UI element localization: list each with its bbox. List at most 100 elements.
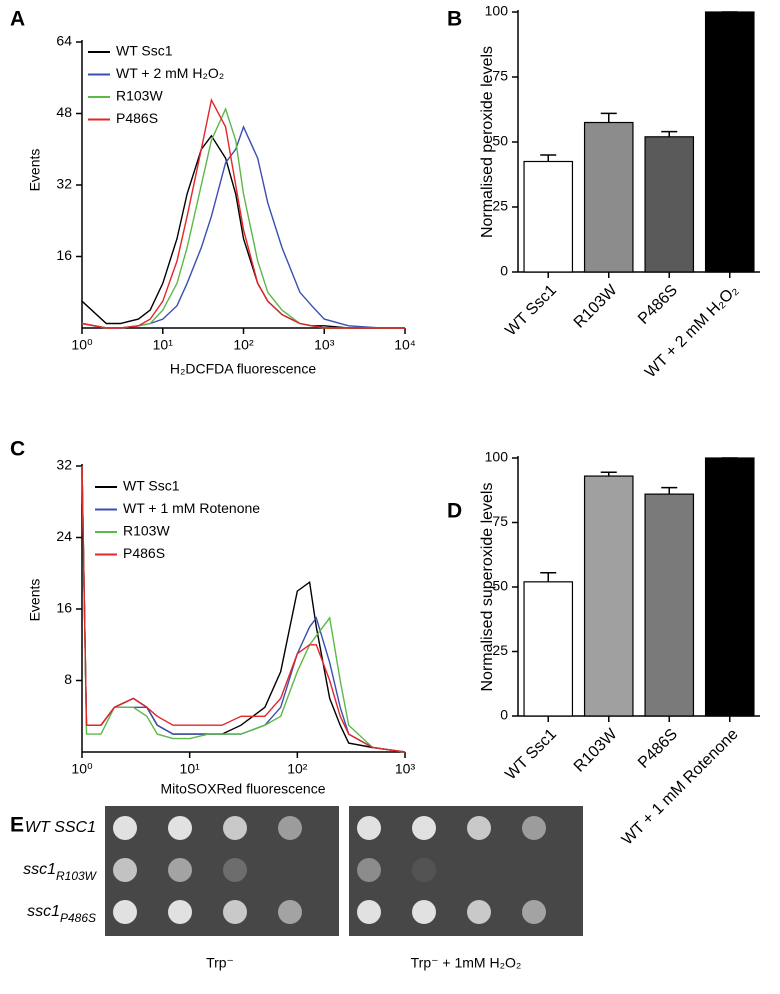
plate-label: Trp⁻: [206, 955, 234, 971]
legend-label: P486S: [123, 545, 165, 561]
yeast-spot: [357, 858, 381, 882]
x-axis-label: H₂DCFDA fluorescence: [170, 361, 316, 377]
y-tick-label: 32: [56, 457, 72, 473]
row-label: WT SSC1: [25, 819, 96, 836]
panel-letter: E: [10, 814, 24, 837]
yeast-spot: [357, 900, 381, 924]
y-axis-label: Events: [27, 579, 43, 622]
x-tick-label: 10³: [314, 337, 335, 353]
yeast-spot: [223, 816, 247, 840]
x-tick-label: P486S: [635, 282, 681, 328]
y-tick-label: 25: [492, 642, 508, 658]
y-tick-label: 16: [56, 600, 72, 616]
legend-label: WT Ssc1: [116, 43, 173, 59]
bar: [704, 457, 755, 717]
x-tick-label: 10⁰: [71, 761, 93, 777]
bar: [704, 11, 755, 273]
yeast-spot: [168, 900, 192, 924]
yeast-spot: [168, 816, 192, 840]
row-label-name: WT SSC1: [25, 819, 96, 836]
yeast-spot: [467, 816, 491, 840]
row-label-sub: R103W: [56, 869, 98, 883]
y-tick-label: 48: [56, 104, 72, 120]
yeast-spot: [223, 858, 247, 882]
x-axis-label: MitoSOXRed fluorescence: [161, 781, 326, 797]
series-line: [81, 98, 405, 329]
bar: [523, 160, 574, 273]
y-axis-label: Events: [27, 149, 43, 192]
legend-label: R103W: [123, 523, 170, 539]
y-tick-label: 50: [492, 133, 508, 149]
y-tick-label: 64: [56, 33, 72, 49]
yeast-spot: [467, 900, 491, 924]
bar: [644, 136, 695, 273]
y-tick-label: 100: [485, 449, 509, 465]
yeast-spot: [357, 816, 381, 840]
x-tick-label: WT Ssc1: [502, 726, 560, 784]
row-label: ssc1P486S: [27, 903, 96, 925]
row-label: ssc1R103W: [23, 861, 98, 883]
yeast-spot: [412, 816, 436, 840]
y-tick-label: 16: [56, 247, 72, 263]
legend-label: R103W: [116, 88, 163, 104]
series-line: [81, 465, 406, 753]
y-tick-label: 100: [485, 3, 509, 19]
bar: [583, 121, 634, 273]
x-tick-label: WT Ssc1: [502, 282, 560, 340]
yeast-spot: [278, 816, 302, 840]
y-tick-label: 50: [492, 578, 508, 594]
row-label-name: ssc1: [23, 861, 56, 878]
x-tick-label: 10⁴: [394, 337, 416, 353]
x-tick-label: 10²: [233, 337, 254, 353]
plate: [349, 806, 583, 936]
x-tick-label: P486S: [635, 726, 681, 772]
panel-letter: B: [447, 8, 462, 31]
row-label-name: ssc1: [27, 903, 60, 920]
x-tick-label: WT + 1 mM Rotenone: [619, 726, 742, 849]
row-label-sub: P486S: [60, 911, 96, 925]
x-tick-label: 10¹: [180, 761, 201, 777]
plate-label: Trp⁻ + 1mM H₂O₂: [411, 955, 522, 971]
series-line: [81, 134, 405, 329]
yeast-spot: [168, 858, 192, 882]
bar: [523, 581, 574, 717]
legend-label: P486S: [116, 110, 158, 126]
x-tick-label: R103W: [571, 281, 621, 331]
panel-letter: D: [447, 500, 462, 523]
y-tick-label: 32: [56, 176, 72, 192]
legend-label: WT + 1 mM Rotenone: [123, 500, 260, 516]
y-tick-label: 75: [492, 513, 508, 529]
yeast-spot: [522, 816, 546, 840]
x-tick-label: 10²: [287, 761, 308, 777]
panel-letter: A: [10, 8, 25, 31]
yeast-spot: [113, 900, 137, 924]
yeast-spot: [223, 900, 247, 924]
yeast-spot: [412, 900, 436, 924]
y-tick-label: 25: [492, 198, 508, 214]
bar: [583, 475, 634, 717]
legend-label: WT Ssc1: [123, 478, 180, 494]
x-tick-label: R103W: [571, 725, 621, 775]
x-tick-label: 10³: [395, 761, 416, 777]
yeast-spot: [113, 858, 137, 882]
x-tick-label: 10¹: [153, 337, 174, 353]
panel-letter: C: [10, 438, 25, 461]
y-axis-label: Normalised superoxide levels: [479, 483, 496, 692]
y-axis-label: Normalised peroxide levels: [479, 46, 496, 238]
y-tick-label: 24: [56, 528, 72, 544]
yeast-spot: [278, 900, 302, 924]
plate: [105, 806, 339, 936]
y-tick-label: 75: [492, 68, 508, 84]
y-tick-label: 8: [64, 671, 72, 687]
x-tick-label: 10⁰: [71, 337, 93, 353]
series-line: [81, 465, 406, 753]
series-line: [81, 107, 405, 329]
y-tick-label: 0: [500, 707, 508, 723]
yeast-spot: [522, 900, 546, 924]
y-tick-label: 0: [500, 263, 508, 279]
yeast-spot: [113, 816, 137, 840]
legend-label: WT + 2 mM H₂O₂: [116, 65, 224, 81]
bar: [644, 493, 695, 717]
yeast-spot: [412, 858, 436, 882]
